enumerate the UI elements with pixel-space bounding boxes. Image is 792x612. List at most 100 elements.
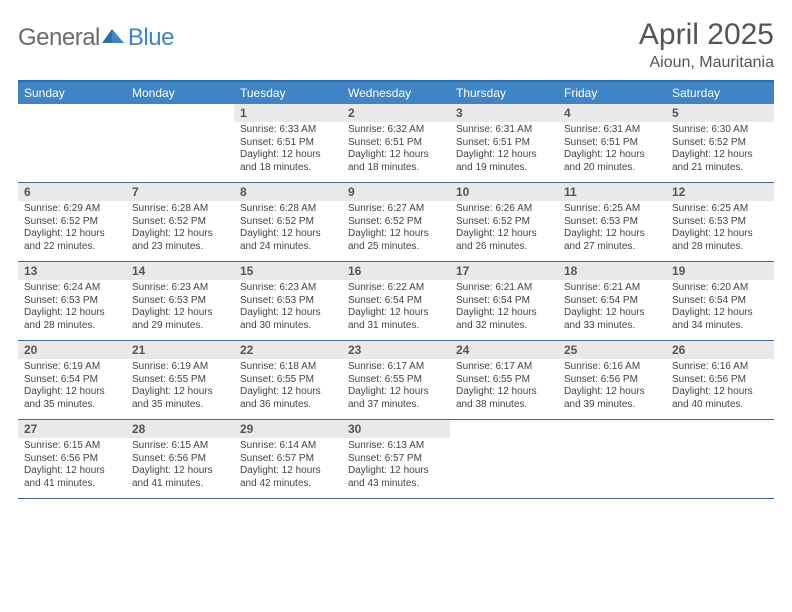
daylight-text: Daylight: 12 hours and 21 minutes. [672,149,768,174]
daylight-text: Daylight: 12 hours and 32 minutes. [456,307,552,332]
day-number: 8 [234,183,342,201]
sunset-text: Sunset: 6:56 PM [24,453,120,466]
day-number: 12 [666,183,774,201]
sunrise-text: Sunrise: 6:20 AM [672,282,768,295]
day-cell: 14Sunrise: 6:23 AMSunset: 6:53 PMDayligh… [126,262,234,340]
sunrise-text: Sunrise: 6:17 AM [456,361,552,374]
day-number: 3 [450,104,558,122]
day-body: Sunrise: 6:16 AMSunset: 6:56 PMDaylight:… [666,359,774,415]
day-body: Sunrise: 6:17 AMSunset: 6:55 PMDaylight:… [450,359,558,415]
day-body: Sunrise: 6:33 AMSunset: 6:51 PMDaylight:… [234,122,342,178]
day-cell: 25Sunrise: 6:16 AMSunset: 6:56 PMDayligh… [558,341,666,419]
sunrise-text: Sunrise: 6:31 AM [564,124,660,137]
day-number: 30 [342,420,450,438]
sunrise-text: Sunrise: 6:22 AM [348,282,444,295]
sunrise-text: Sunrise: 6:26 AM [456,203,552,216]
dayhead: Saturday [666,82,774,104]
day-cell: 6Sunrise: 6:29 AMSunset: 6:52 PMDaylight… [18,183,126,261]
day-cell: 12Sunrise: 6:25 AMSunset: 6:53 PMDayligh… [666,183,774,261]
sunrise-text: Sunrise: 6:19 AM [132,361,228,374]
sunrise-text: Sunrise: 6:19 AM [24,361,120,374]
day-number: 23 [342,341,450,359]
day-cell: 15Sunrise: 6:23 AMSunset: 6:53 PMDayligh… [234,262,342,340]
day-cell: 21Sunrise: 6:19 AMSunset: 6:55 PMDayligh… [126,341,234,419]
sunset-text: Sunset: 6:54 PM [348,295,444,308]
sunrise-text: Sunrise: 6:16 AM [672,361,768,374]
day-cell: 30Sunrise: 6:13 AMSunset: 6:57 PMDayligh… [342,420,450,498]
sunset-text: Sunset: 6:53 PM [564,216,660,229]
dayhead: Sunday [18,82,126,104]
day-cell: 9Sunrise: 6:27 AMSunset: 6:52 PMDaylight… [342,183,450,261]
dayhead: Monday [126,82,234,104]
sunset-text: Sunset: 6:51 PM [240,137,336,150]
sunset-text: Sunset: 6:55 PM [456,374,552,387]
sunrise-text: Sunrise: 6:17 AM [348,361,444,374]
day-body: Sunrise: 6:29 AMSunset: 6:52 PMDaylight:… [18,201,126,257]
logo: General Blue [18,18,174,52]
day-number: 25 [558,341,666,359]
daylight-text: Daylight: 12 hours and 42 minutes. [240,465,336,490]
daylight-text: Daylight: 12 hours and 19 minutes. [456,149,552,174]
day-number [450,420,558,424]
sunrise-text: Sunrise: 6:30 AM [672,124,768,137]
day-cell: 2Sunrise: 6:32 AMSunset: 6:51 PMDaylight… [342,104,450,182]
day-cell [126,104,234,182]
day-body: Sunrise: 6:21 AMSunset: 6:54 PMDaylight:… [450,280,558,336]
sunrise-text: Sunrise: 6:28 AM [240,203,336,216]
sunset-text: Sunset: 6:55 PM [132,374,228,387]
day-cell: 20Sunrise: 6:19 AMSunset: 6:54 PMDayligh… [18,341,126,419]
sunset-text: Sunset: 6:56 PM [672,374,768,387]
sunrise-text: Sunrise: 6:15 AM [132,440,228,453]
day-number [18,104,126,108]
day-number: 18 [558,262,666,280]
sunset-text: Sunset: 6:52 PM [240,216,336,229]
sunset-text: Sunset: 6:55 PM [348,374,444,387]
daylight-text: Daylight: 12 hours and 34 minutes. [672,307,768,332]
day-number: 5 [666,104,774,122]
day-cell: 22Sunrise: 6:18 AMSunset: 6:55 PMDayligh… [234,341,342,419]
day-number: 29 [234,420,342,438]
day-number [558,420,666,424]
week-row: 1Sunrise: 6:33 AMSunset: 6:51 PMDaylight… [18,104,774,183]
day-cell: 4Sunrise: 6:31 AMSunset: 6:51 PMDaylight… [558,104,666,182]
day-body: Sunrise: 6:19 AMSunset: 6:54 PMDaylight:… [18,359,126,415]
sunset-text: Sunset: 6:53 PM [24,295,120,308]
sunset-text: Sunset: 6:52 PM [24,216,120,229]
day-number: 17 [450,262,558,280]
daylight-text: Daylight: 12 hours and 30 minutes. [240,307,336,332]
sunset-text: Sunset: 6:57 PM [348,453,444,466]
sunset-text: Sunset: 6:57 PM [240,453,336,466]
day-number: 6 [18,183,126,201]
dayhead-row: SundayMondayTuesdayWednesdayThursdayFrid… [18,82,774,104]
day-cell: 13Sunrise: 6:24 AMSunset: 6:53 PMDayligh… [18,262,126,340]
day-body: Sunrise: 6:31 AMSunset: 6:51 PMDaylight:… [558,122,666,178]
day-cell: 24Sunrise: 6:17 AMSunset: 6:55 PMDayligh… [450,341,558,419]
day-cell: 26Sunrise: 6:16 AMSunset: 6:56 PMDayligh… [666,341,774,419]
dayhead: Friday [558,82,666,104]
day-cell [666,420,774,498]
day-number: 28 [126,420,234,438]
day-body: Sunrise: 6:22 AMSunset: 6:54 PMDaylight:… [342,280,450,336]
sunrise-text: Sunrise: 6:25 AM [564,203,660,216]
day-cell [18,104,126,182]
day-body: Sunrise: 6:24 AMSunset: 6:53 PMDaylight:… [18,280,126,336]
sunset-text: Sunset: 6:54 PM [672,295,768,308]
day-cell: 8 Sunrise: 6:28 AMSunset: 6:52 PMDaylight… [234,183,342,261]
sunrise-text: Sunrise: 6:29 AM [24,203,120,216]
day-cell: 17Sunrise: 6:21 AMSunset: 6:54 PMDayligh… [450,262,558,340]
sunset-text: Sunset: 6:56 PM [564,374,660,387]
day-body: Sunrise: 6:15 AMSunset: 6:56 PMDaylight:… [126,438,234,494]
day-cell [450,420,558,498]
day-number [666,420,774,424]
sunset-text: Sunset: 6:53 PM [132,295,228,308]
sunrise-text: Sunrise: 6:16 AM [564,361,660,374]
logo-triangle-icon [102,27,126,50]
day-cell: 16Sunrise: 6:22 AMSunset: 6:54 PMDayligh… [342,262,450,340]
daylight-text: Daylight: 12 hours and 27 minutes. [564,228,660,253]
sunrise-text: Sunrise: 6:24 AM [24,282,120,295]
sunrise-text: Sunrise: 6:27 AM [348,203,444,216]
daylight-text: Daylight: 12 hours and 43 minutes. [348,465,444,490]
day-body: Sunrise: 6:30 AMSunset: 6:52 PMDaylight:… [666,122,774,178]
daylight-text: Daylight: 12 hours and 24 minutes. [240,228,336,253]
day-cell: 10Sunrise: 6:26 AMSunset: 6:52 PMDayligh… [450,183,558,261]
